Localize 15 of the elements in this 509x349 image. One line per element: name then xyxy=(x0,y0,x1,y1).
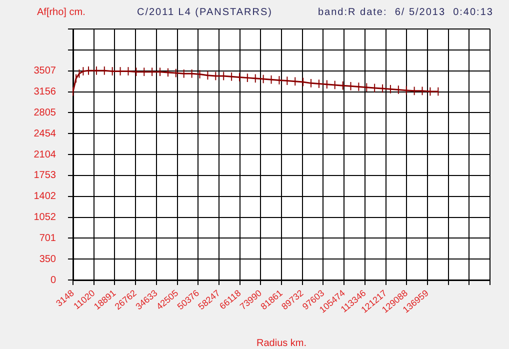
y-tick-label: 3507 xyxy=(34,66,56,77)
y-tick-label: 701 xyxy=(39,232,56,244)
y-tick-label: 2805 xyxy=(34,107,56,118)
y-axis-title: Af[rho] cm. xyxy=(37,7,86,18)
y-tick-label: 1402 xyxy=(34,191,56,202)
y-tick-label: 2104 xyxy=(34,149,56,160)
y-tick-label: 2454 xyxy=(34,128,56,140)
chart-title: C/2011 L4 (PANSTARRS) xyxy=(137,7,272,18)
chart-subtitle: band:R date: 6/ 5/2013 0:40:13 xyxy=(318,7,494,18)
y-tick-label: 350 xyxy=(39,254,56,265)
y-tick-label: 1052 xyxy=(34,212,56,224)
y-tick-label: 0 xyxy=(50,274,56,286)
y-tick-label: 1753 xyxy=(34,170,56,182)
x-axis-title: Radius km. xyxy=(256,338,307,349)
y-tick-label: 3156 xyxy=(34,86,56,98)
